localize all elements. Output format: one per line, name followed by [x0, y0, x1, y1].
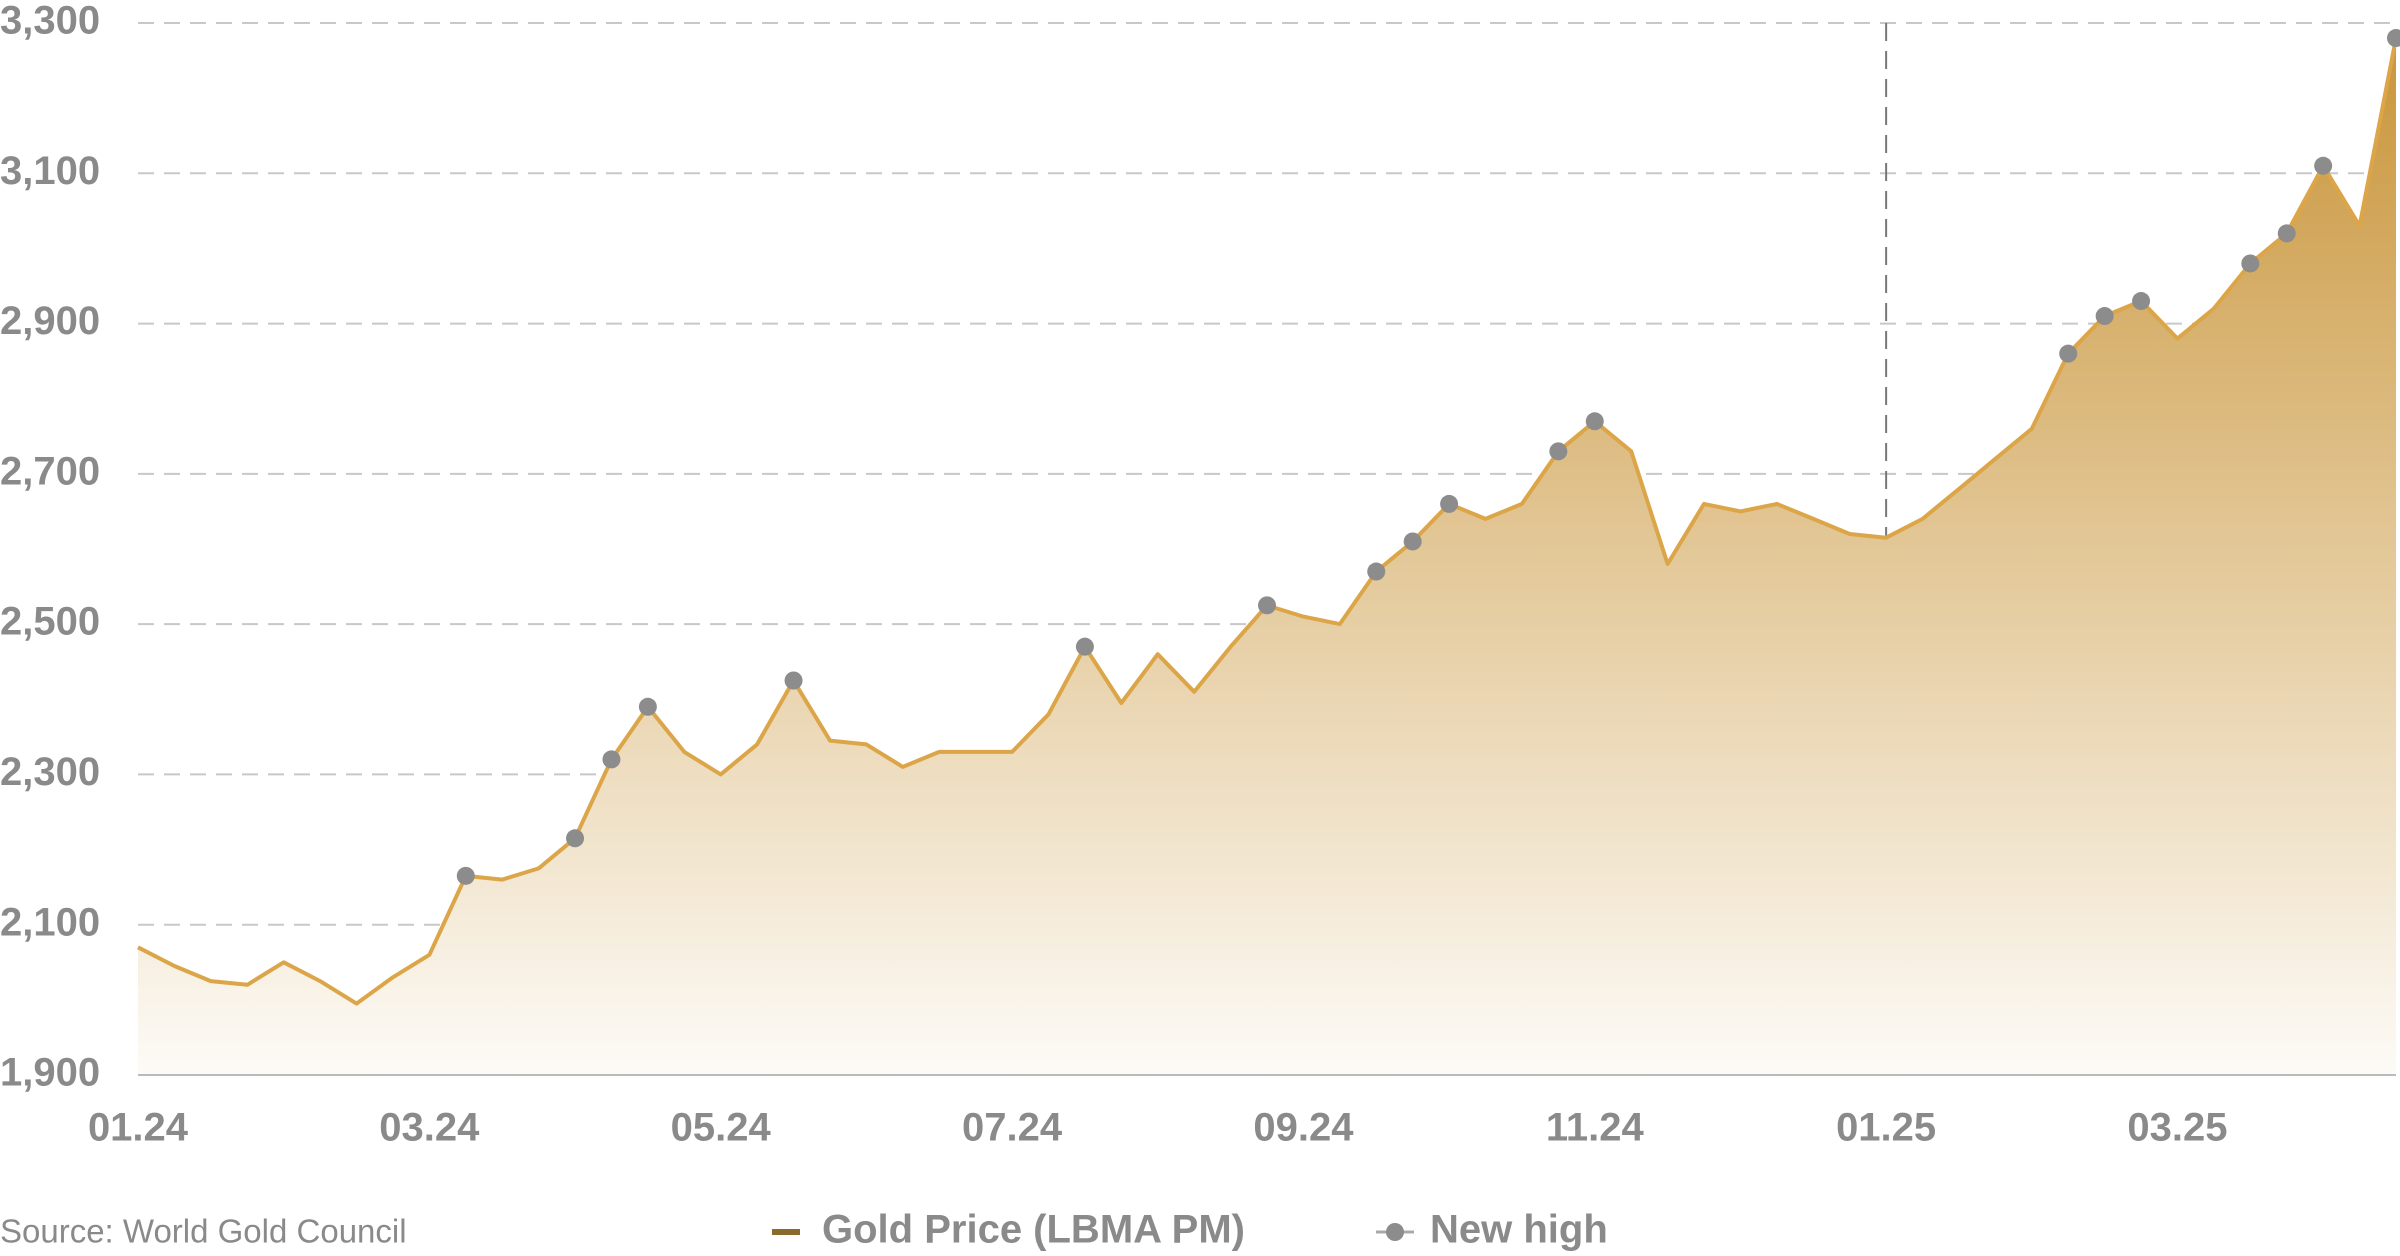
- y-tick-label: 1,900: [0, 1051, 100, 1095]
- new-high-dot: [2095, 307, 2114, 326]
- new-high-dot: [2314, 156, 2333, 175]
- x-tick-label: 11.24: [1546, 1106, 1645, 1150]
- plot-area: 1,900 2,100 2,300 2,500 2,700 2,900 3,100 3,300…: [0, 0, 2400, 1150]
- x-tick-label: 03.24: [379, 1106, 480, 1150]
- new-high-dot: [566, 829, 585, 848]
- new-high-dot: [602, 750, 621, 769]
- legend-label: Gold Price (LBMA PM): [822, 1208, 1245, 1252]
- y-tick-label: 2,500: [0, 600, 100, 644]
- x-tick-label: 01.24: [88, 1106, 189, 1150]
- price-area: [138, 38, 2396, 1075]
- new-high-dot: [638, 697, 657, 716]
- new-high-dot: [1258, 596, 1276, 615]
- y-tick-label: 2,900: [0, 299, 100, 343]
- legend-swatch: [1386, 1223, 1404, 1241]
- new-high-dot: [2241, 254, 2260, 273]
- new-high-dot: [2387, 29, 2400, 48]
- x-tick-label: 07.24: [962, 1106, 1063, 1150]
- new-high-dot: [1075, 637, 1094, 656]
- y-tick-label: 2,100: [0, 900, 100, 944]
- x-tick-label: 05.24: [671, 1106, 772, 1150]
- legend-label: New high: [1430, 1208, 1608, 1252]
- y-tick-label: 3,100: [0, 149, 100, 193]
- x-tick-label: 03.25: [2127, 1106, 2227, 1150]
- new-high-dot: [1367, 562, 1386, 581]
- y-tick-label: 2,700: [0, 449, 100, 493]
- new-high-dot: [2277, 224, 2296, 243]
- y-tick-label: 2,300: [0, 750, 100, 794]
- x-tick-label: 09.24: [1253, 1106, 1354, 1150]
- new-high-dot: [2132, 292, 2151, 311]
- x-tick-label: 01.25: [1836, 1106, 1936, 1150]
- new-high-dot: [1549, 442, 1568, 461]
- source-note: Source: World Gold Council: [0, 1213, 407, 1250]
- new-high-dot: [784, 671, 803, 690]
- new-high-dot: [1585, 412, 1604, 431]
- new-high-dot: [1440, 494, 1459, 513]
- new-high-dot: [1403, 532, 1422, 551]
- y-tick-label: 3,300: [0, 0, 100, 43]
- new-high-dot: [2059, 344, 2078, 363]
- new-high-dot: [456, 866, 475, 885]
